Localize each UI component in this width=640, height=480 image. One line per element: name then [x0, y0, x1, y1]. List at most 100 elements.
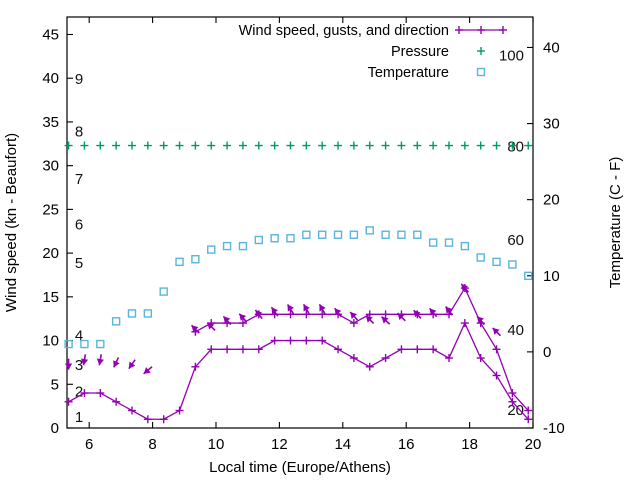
- data-point: [429, 141, 438, 150]
- data-point: [444, 238, 454, 247]
- data-point: [111, 317, 121, 326]
- wind-direction-arrow: [190, 324, 200, 334]
- y-tick-label: 25: [42, 201, 59, 218]
- data-point: [444, 354, 453, 363]
- legend-label: Wind speed, gusts, and direction: [239, 23, 449, 39]
- data-point: [207, 141, 216, 150]
- data-point: [302, 141, 311, 150]
- y2-tick-label: 20: [543, 192, 560, 209]
- data-point: [381, 354, 390, 363]
- data-point: [286, 141, 295, 150]
- data-point: [397, 345, 406, 354]
- data-point: [143, 141, 152, 150]
- data-point: [127, 309, 137, 318]
- data-point: [333, 230, 343, 239]
- data-point: [318, 310, 327, 319]
- data-point: [127, 141, 136, 150]
- data-point: [207, 245, 216, 254]
- data-point: [381, 230, 390, 239]
- y-tick-label: 15: [42, 289, 59, 306]
- legend-swatch: [455, 26, 463, 34]
- data-point: [428, 238, 438, 247]
- data-point: [286, 234, 295, 243]
- data-point: [159, 287, 168, 296]
- data-point: [238, 241, 248, 251]
- data-point: [112, 141, 121, 150]
- data-point: [349, 230, 359, 239]
- y2-tick-label: 0: [543, 344, 551, 361]
- series-line: [195, 286, 529, 411]
- data-point: [524, 141, 533, 150]
- data-point: [286, 310, 295, 319]
- y-tick-label: 10: [42, 333, 59, 350]
- wind-direction-arrow: [81, 354, 89, 366]
- legend-swatch: [477, 26, 485, 34]
- wind-direction-arrow: [428, 307, 438, 318]
- data-point: [381, 310, 390, 319]
- fahrenheit-scale-label: 20: [507, 402, 524, 419]
- data-point: [64, 339, 73, 349]
- fahrenheit-scale-label: 100: [499, 48, 524, 65]
- data-point: [223, 141, 232, 150]
- beaufort-scale-label: 3: [75, 357, 83, 374]
- data-point: [127, 406, 136, 415]
- data-point: [508, 389, 517, 398]
- beaufort-scale-label: 4: [75, 327, 83, 344]
- data-point: [397, 141, 406, 150]
- beaufort-scale-label: 7: [75, 171, 83, 188]
- wind-direction-arrow: [64, 358, 73, 370]
- wind-direction-arrow: [413, 309, 422, 319]
- data-point: [460, 241, 470, 251]
- x-tick-label: 14: [334, 436, 351, 453]
- data-point: [492, 371, 501, 380]
- x-tick-label: 12: [271, 436, 288, 453]
- data-point: [254, 235, 263, 245]
- beaufort-scale-label: 5: [75, 255, 83, 272]
- data-point: [318, 141, 327, 150]
- legend-swatch: [477, 47, 485, 55]
- beaufort-scale-label: 6: [75, 216, 83, 233]
- wind-direction-arrow: [113, 357, 120, 368]
- y-tick-label: 40: [42, 70, 59, 87]
- data-point: [64, 397, 73, 406]
- data-point: [270, 336, 279, 345]
- data-point: [143, 415, 152, 424]
- x-axis-label: Local time (Europe/Athens): [209, 459, 391, 476]
- wind-direction-arrow: [396, 312, 406, 322]
- wind-direction-arrow: [365, 315, 375, 325]
- data-point: [223, 345, 232, 354]
- legend-label: Pressure: [391, 44, 449, 60]
- data-point: [270, 234, 279, 243]
- y2-tick-label: -10: [543, 420, 565, 437]
- data-point: [254, 141, 263, 150]
- x-tick-label: 16: [398, 436, 415, 453]
- fahrenheit-scale-label: 80: [507, 139, 524, 156]
- wind-direction-arrow: [349, 311, 359, 321]
- data-point: [365, 362, 374, 371]
- wind-direction-arrow: [128, 359, 136, 370]
- wind-direction-arrow: [334, 307, 343, 318]
- wind-direction-arrow: [238, 313, 248, 323]
- wind-direction-arrow: [380, 316, 391, 325]
- data-point: [238, 141, 247, 150]
- data-point: [238, 345, 247, 354]
- wind-direction-arrow: [476, 315, 485, 326]
- wind-direction-arrow: [270, 306, 279, 317]
- legend-swatch: [476, 67, 486, 77]
- data-point: [286, 336, 295, 345]
- wind-direction-arrow: [143, 366, 153, 375]
- legend-swatch: [499, 26, 507, 34]
- y2-axis-label: Temperature (C - F): [607, 157, 624, 289]
- data-point: [222, 241, 232, 251]
- data-point: [492, 257, 501, 267]
- x-tick-label: 6: [85, 436, 93, 453]
- data-point: [334, 141, 343, 150]
- wind-direction-arrow: [96, 354, 104, 366]
- data-point: [191, 255, 200, 264]
- data-point: [318, 336, 327, 345]
- data-point: [413, 345, 422, 354]
- y-tick-label: 20: [42, 245, 59, 262]
- y-tick-label: 0: [51, 420, 59, 437]
